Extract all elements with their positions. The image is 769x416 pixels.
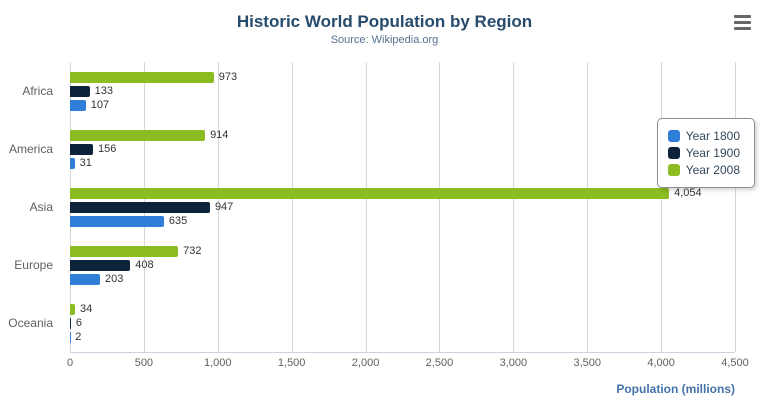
legend-label: Year 1800 — [685, 129, 740, 143]
category-label-europe: Europe — [14, 258, 53, 272]
bar-row: 133 — [70, 84, 735, 97]
bar-row: 914 — [70, 128, 735, 141]
bar-row: 947 — [70, 200, 735, 213]
bar-america-year-1900[interactable] — [70, 143, 94, 155]
legend-symbol — [667, 147, 680, 159]
bar-group-europe: 732 408 203 — [70, 236, 735, 294]
bar-america-year-2008[interactable] — [70, 129, 206, 141]
bar-row: 6 — [70, 316, 735, 329]
x-axis-tick-label: 2,000 — [351, 357, 380, 369]
bar-row: 156 — [70, 142, 735, 155]
x-axis-tick-label: 1,000 — [204, 357, 232, 369]
x-axis: 0 500 1,000 1,500 2,000 2,500 3,000 3,500 4,000 4… — [66, 357, 749, 373]
data-label: 408 — [135, 258, 154, 271]
category-label-africa: Africa — [22, 84, 53, 98]
bar-america-year-1800[interactable] — [70, 157, 75, 169]
legend-label: Year 1900 — [685, 146, 740, 160]
bar-row: 31 — [70, 156, 735, 169]
gridline — [365, 62, 367, 352]
data-label: 947 — [214, 200, 234, 213]
data-label: 914 — [210, 128, 229, 141]
hamburger-icon[interactable] — [734, 15, 751, 33]
x-axis-tick-label: 500 — [134, 357, 154, 369]
x-axis-tick-label: 4,500 — [721, 357, 749, 369]
data-label: 6 — [75, 316, 82, 329]
bar-europe-year-1800[interactable] — [70, 273, 100, 285]
bar-row: 732 — [70, 244, 735, 257]
bar-group-africa: 973 133 107 — [70, 62, 735, 120]
bar-europe-year-2008[interactable] — [70, 245, 179, 257]
x-axis-tick-label: 1,500 — [277, 357, 306, 369]
bar-row: 2 — [70, 330, 735, 343]
x-axis-tick-label: 3,500 — [573, 357, 601, 369]
category-label-oceania: Oceania — [8, 316, 53, 330]
gridline — [587, 62, 589, 352]
hamburger-line — [734, 15, 751, 18]
bar-row: 107 — [70, 98, 735, 111]
bar-africa-year-2008[interactable] — [70, 71, 214, 83]
bar-row: 4,054 — [70, 186, 735, 199]
legend-item-year-1900[interactable]: Year 1900 — [667, 146, 740, 160]
bar-group-oceania: 34 6 2 — [70, 294, 735, 352]
data-label: 203 — [104, 272, 124, 285]
bar-asia-year-1800[interactable] — [70, 215, 164, 227]
bar-africa-year-1800[interactable] — [70, 99, 86, 111]
bar-asia-year-2008[interactable] — [70, 187, 670, 199]
x-axis-tick-label: 0 — [66, 357, 74, 369]
legend-label: Year 2008 — [685, 163, 740, 177]
hamburger-line — [734, 27, 751, 30]
bar-group-asia: 4,054 947 635 — [70, 178, 735, 236]
bar-row: 408 — [70, 258, 735, 271]
data-label: 34 — [80, 302, 93, 315]
x-axis-tick-label: 3,000 — [499, 357, 528, 369]
legend-symbol — [667, 164, 680, 176]
bar-group-america: 914 156 31 — [70, 120, 735, 178]
legend-item-year-1800[interactable]: Year 1800 — [667, 129, 740, 143]
bar-row: 34 — [70, 302, 735, 315]
data-label: 107 — [90, 98, 110, 111]
data-label: 31 — [79, 156, 92, 169]
bar-europe-year-1900[interactable] — [70, 259, 131, 271]
bar-row: 635 — [70, 214, 735, 227]
bar-row: 973 — [70, 70, 735, 83]
data-label: 973 — [218, 70, 238, 83]
gridline — [439, 62, 441, 352]
legend-symbol — [667, 130, 680, 142]
hamburger-line — [734, 21, 751, 24]
x-axis-tick-label: 2,500 — [425, 357, 454, 369]
data-label: 156 — [98, 142, 117, 155]
bar-groups: 973 133 107 914 156 31 4,054 947 635 732 408 203 34 6… — [70, 62, 735, 352]
data-label: 4,054 — [674, 186, 702, 199]
data-label: 732 — [183, 244, 202, 257]
x-axis-tick-label: 4,000 — [647, 357, 675, 369]
gridline — [513, 62, 515, 352]
x-axis-title: Population (millions) — [616, 382, 735, 396]
bar-africa-year-1900[interactable] — [70, 85, 90, 97]
plot-area: 973 133 107 914 156 31 4,054 947 635 732 408 203 34 6… — [70, 62, 736, 353]
legend-item-year-2008[interactable]: Year 2008 — [667, 163, 740, 177]
bar-oceania-year-1900[interactable] — [70, 317, 71, 329]
data-label: 2 — [75, 330, 82, 343]
legend: Year 1800 Year 1900 Year 2008 — [656, 118, 755, 188]
chart-subtitle: Source: Wikipedia.org — [330, 34, 439, 46]
bar-row: 203 — [70, 272, 735, 285]
gridline — [217, 62, 219, 352]
data-label: 635 — [168, 214, 188, 227]
gridline — [291, 62, 293, 352]
y-axis-category-labels: Africa America Asia Europe Oceania — [0, 62, 62, 352]
category-label-america: America — [8, 142, 53, 156]
chart-title: Historic World Population by Region — [236, 12, 533, 31]
data-label: 133 — [94, 84, 113, 97]
gridline — [661, 62, 663, 352]
gridline — [735, 62, 736, 352]
category-label-asia: Asia — [29, 200, 53, 214]
bar-oceania-year-2008[interactable] — [70, 303, 76, 315]
bar-asia-year-1900[interactable] — [70, 201, 210, 213]
